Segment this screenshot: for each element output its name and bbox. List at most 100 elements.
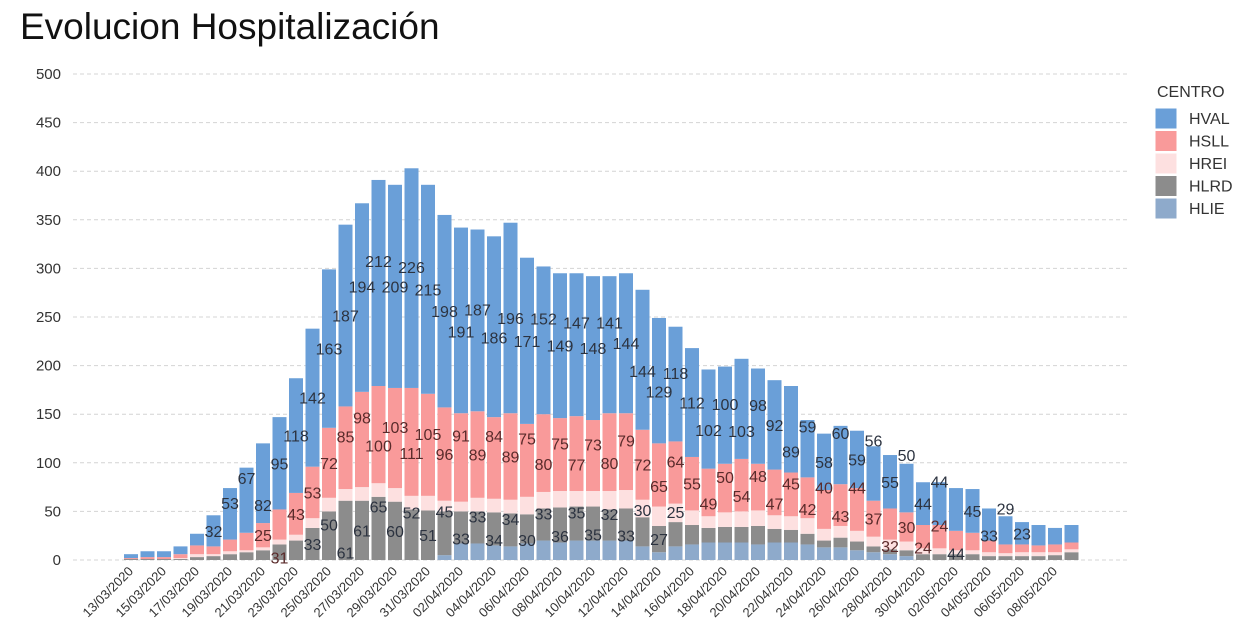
data-label-hsll: 75 — [551, 437, 569, 454]
bar-segment-hlrd — [520, 514, 534, 544]
data-label-hval: 144 — [629, 364, 656, 381]
bar-segment-hsll — [223, 539, 237, 552]
data-label-hval: 149 — [547, 339, 574, 356]
data-label-hsll: 96 — [436, 447, 454, 464]
bar-segment-hrei — [899, 541, 914, 551]
data-label-hval: 112 — [679, 396, 705, 413]
data-label-hval: 171 — [514, 334, 541, 351]
bar-segment-hlrd — [206, 556, 221, 560]
bar-segment-hlie — [668, 546, 683, 560]
bar-segment-hlrd — [833, 537, 848, 548]
bar-segment-hlrd — [619, 508, 633, 541]
data-label-hval: 55 — [881, 475, 899, 492]
bar-segment-hrei — [553, 490, 567, 508]
bar-segment-hsll — [404, 387, 419, 496]
data-label-hsll: 30 — [898, 520, 916, 537]
legend-label-hval: HVAL — [1189, 111, 1230, 128]
data-label-hval: 33 — [980, 529, 998, 546]
bar-segment-hrei — [949, 550, 963, 555]
bar-segment-hlrd — [932, 554, 947, 560]
bar-segment-hlrd — [668, 522, 683, 547]
y-tick-label: 100 — [36, 455, 61, 472]
data-label-hsll: 44 — [848, 480, 866, 497]
bar-segment-hrei — [982, 552, 996, 557]
bar-segment-hrei — [289, 534, 303, 541]
bar-segment-hval — [982, 508, 996, 541]
data-label-hval: 58 — [815, 455, 833, 472]
bar-segment-hlie — [470, 543, 485, 560]
bar-segment-hlrd — [899, 550, 914, 557]
data-label-hlrd: 35 — [568, 506, 586, 523]
data-label-hsll: 43 — [287, 507, 305, 524]
data-label-hsll: 37 — [865, 512, 883, 529]
bar-segment-hsll — [1015, 544, 1029, 553]
data-label-hsll: 75 — [518, 431, 536, 448]
bar-segment-hrei — [866, 536, 881, 547]
data-label-hsll: 80 — [535, 457, 553, 474]
bar-segment-hval — [1015, 522, 1029, 545]
data-label-hval: 144 — [613, 336, 640, 353]
bar-segment-hsll — [751, 463, 765, 511]
data-label-hval: 152 — [530, 311, 557, 328]
bar-segment-hval — [305, 328, 320, 467]
bar-segment-hval — [1031, 525, 1046, 546]
bar-segment-hlie — [619, 540, 633, 560]
bar-segment-hlrd — [322, 511, 336, 560]
data-label-hval: 191 — [448, 324, 475, 341]
bar-segment-hsll — [536, 414, 551, 492]
bar-segment-hval — [586, 276, 600, 421]
bar-segment-hlrd — [289, 540, 303, 560]
y-tick-label: 400 — [36, 163, 61, 180]
bar-segment-hlrd — [503, 513, 518, 547]
bar-segment-hval — [487, 236, 501, 418]
bar-segment-hlie — [817, 547, 831, 560]
data-label-hsll: 47 — [766, 496, 784, 513]
bar-segment-hval — [223, 488, 237, 540]
bar-segment-hsll — [635, 429, 650, 500]
bar-segment-hsll — [487, 417, 501, 499]
bar-segment-hsll — [454, 413, 468, 502]
bar-segment-hlrd — [949, 554, 963, 560]
bar-segment-hlie — [866, 552, 881, 560]
bar-segment-hrei — [487, 498, 501, 513]
bar-segment-hsll — [866, 500, 881, 537]
bar-segment-hsll — [850, 488, 864, 531]
legend-swatch-hval — [1154, 107, 1178, 130]
data-label-hval: 45 — [964, 504, 982, 521]
data-label-hval: 32 — [205, 524, 223, 541]
bar-segment-hlie — [520, 543, 534, 560]
bar-segment-hsll — [949, 530, 963, 551]
bar-segment-hrei — [421, 495, 435, 511]
bar-segment-hval — [619, 273, 633, 414]
bar-segment-hrei — [388, 488, 402, 502]
data-label-hval: 53 — [221, 496, 239, 513]
bar-segment-hval — [553, 273, 567, 419]
bar-segment-hsll — [817, 490, 831, 529]
bar-segment-hlie — [487, 545, 501, 560]
data-label-hval: 147 — [563, 316, 590, 333]
data-label-hsll: 89 — [469, 448, 487, 465]
data-label-hval: 118 — [283, 429, 309, 446]
bar-segment-hrei — [817, 528, 831, 541]
data-label-hsll: 40 — [815, 480, 833, 497]
data-label-hval: 129 — [646, 385, 673, 402]
bar-segment-hrei — [437, 500, 452, 512]
bar-segment-hrei — [239, 550, 254, 553]
bar-segment-hrei — [1048, 552, 1062, 556]
data-label-hsll: 84 — [485, 429, 503, 446]
data-label-hlrd: 65 — [370, 499, 388, 516]
bar-segment-hsll — [437, 407, 452, 501]
bar-segment-hlie — [454, 543, 468, 560]
bar-segment-hsll — [1048, 544, 1062, 553]
bar-segment-hlrd — [916, 554, 930, 560]
bar-segment-hval — [256, 443, 270, 524]
bar-segment-hsll — [965, 532, 980, 551]
bar-segment-hsll — [883, 508, 897, 540]
bar-segment-hval — [734, 358, 749, 459]
data-label-hval: 44 — [947, 546, 965, 563]
bar-segment-hlrd — [223, 554, 237, 560]
data-label-hval: 226 — [398, 260, 425, 277]
bar-segment-hval — [437, 214, 452, 408]
data-label-hlrd: 61 — [337, 545, 355, 562]
bar-segment-hsll — [652, 443, 666, 507]
